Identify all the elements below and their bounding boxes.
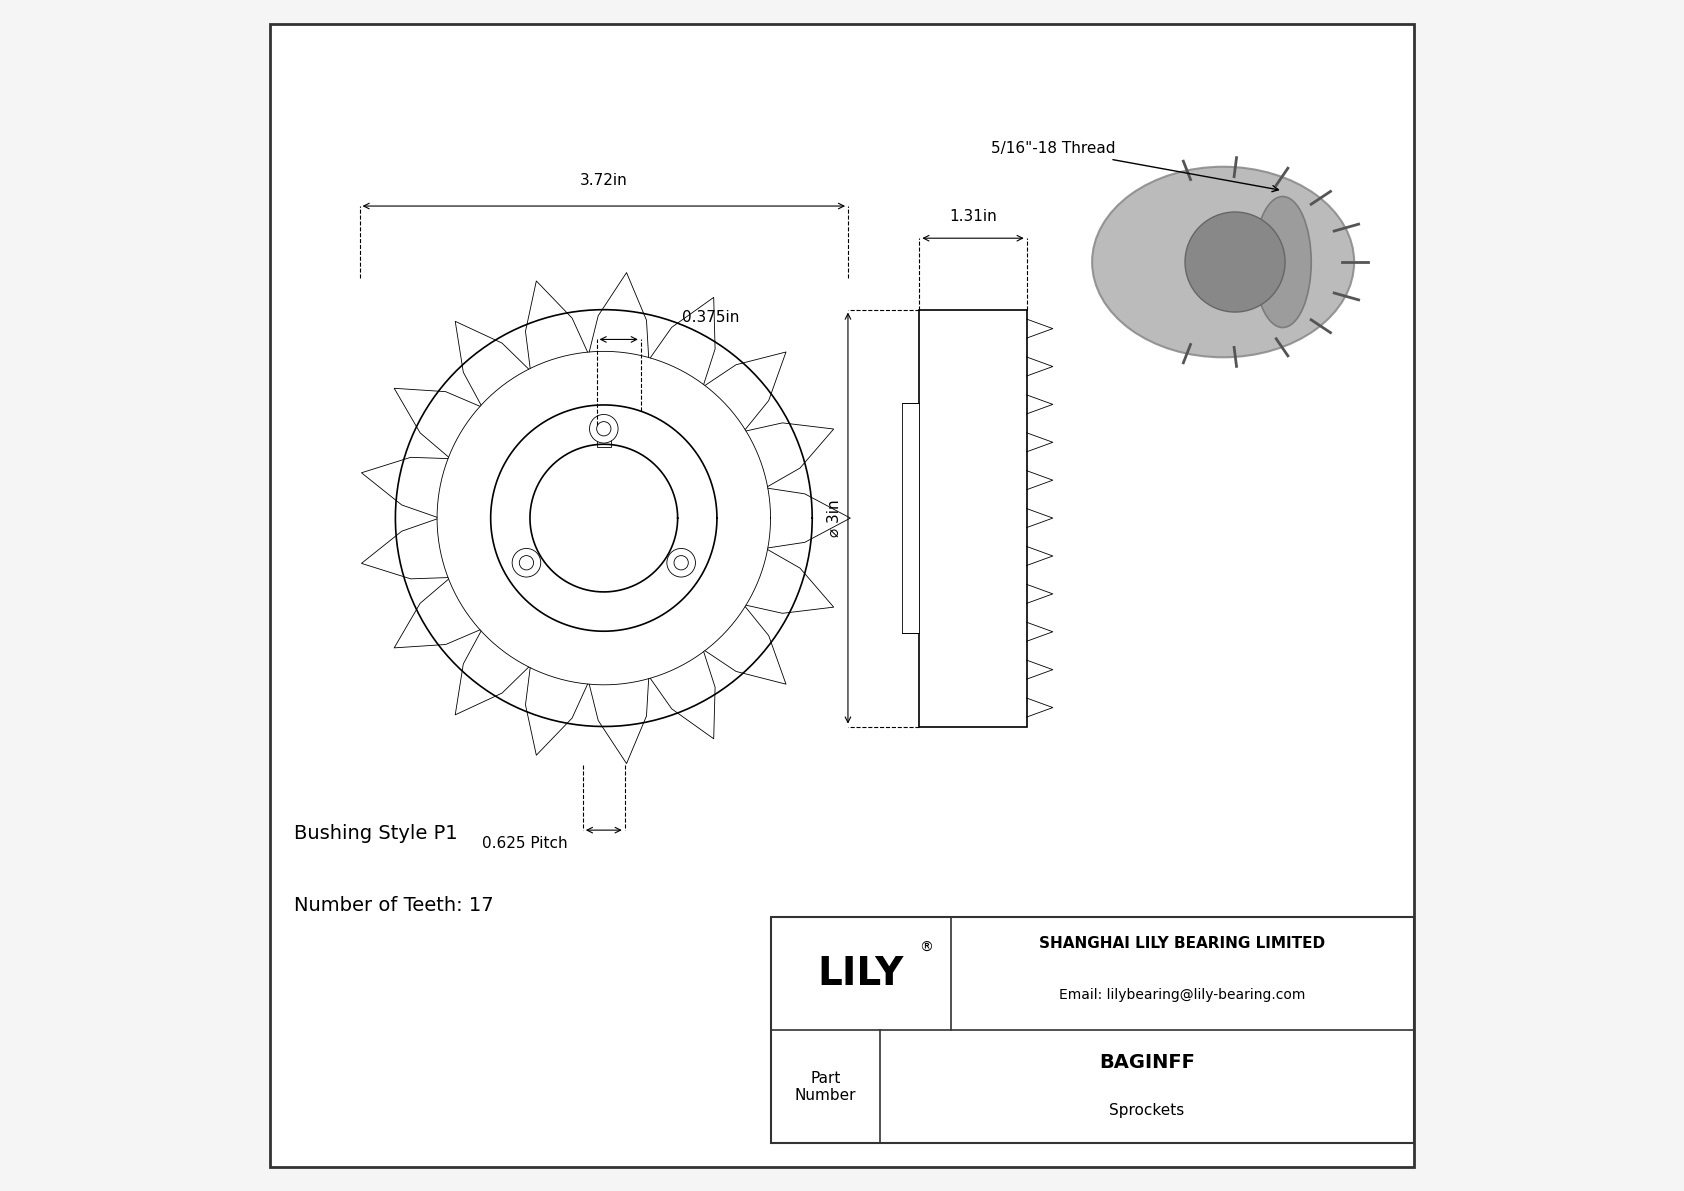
Circle shape <box>519 556 534 570</box>
Text: Part
Number: Part Number <box>795 1071 855 1103</box>
Circle shape <box>667 549 695 578</box>
Text: ®: ® <box>919 941 933 954</box>
Ellipse shape <box>1093 167 1354 357</box>
Bar <box>919 310 1027 727</box>
Text: SHANGHAI LILY BEARING LIMITED: SHANGHAI LILY BEARING LIMITED <box>1039 936 1325 952</box>
Bar <box>596 428 611 447</box>
Ellipse shape <box>1255 197 1312 328</box>
Circle shape <box>1186 212 1285 312</box>
Text: 5/16"-18 Thread: 5/16"-18 Thread <box>992 142 1278 192</box>
Text: 3.72in: 3.72in <box>579 173 628 188</box>
Circle shape <box>674 556 689 570</box>
Text: Bushing Style P1: Bushing Style P1 <box>295 824 458 843</box>
Text: 0.375in: 0.375in <box>682 310 739 325</box>
Bar <box>771 917 1413 1143</box>
Text: 0.625 Pitch: 0.625 Pitch <box>482 836 568 852</box>
Circle shape <box>512 548 541 578</box>
Bar <box>901 404 919 632</box>
Circle shape <box>589 414 618 443</box>
Text: ⌀ 3in: ⌀ 3in <box>827 499 842 537</box>
Text: Email: lilybearing@lily-bearing.com: Email: lilybearing@lily-bearing.com <box>1059 989 1305 1002</box>
Circle shape <box>596 422 611 436</box>
Text: Sprockets: Sprockets <box>1110 1103 1184 1118</box>
Text: LILY: LILY <box>817 955 904 992</box>
Text: 1.31in: 1.31in <box>950 208 997 224</box>
Text: BAGINFF: BAGINFF <box>1100 1054 1194 1072</box>
Text: Number of Teeth: 17: Number of Teeth: 17 <box>295 896 493 915</box>
